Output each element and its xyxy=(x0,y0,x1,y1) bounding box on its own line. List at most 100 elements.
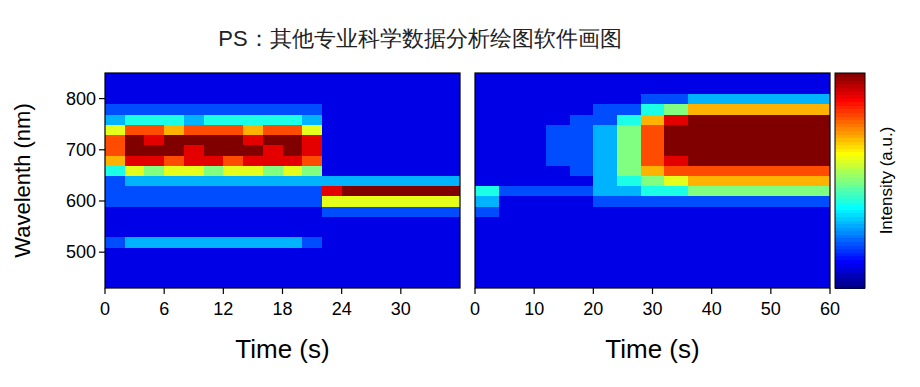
heatmap-cell xyxy=(243,114,263,125)
heatmap-cell xyxy=(322,165,342,176)
heatmap-cell xyxy=(401,257,421,268)
heatmap-cell xyxy=(361,175,381,186)
heatmap-cell xyxy=(735,278,759,288)
heatmap-cell xyxy=(322,104,342,115)
heatmap-cell xyxy=(570,216,594,227)
heatmap-cell xyxy=(546,83,570,94)
heatmap-cell xyxy=(664,175,688,186)
heatmap-cell xyxy=(499,186,523,197)
heatmap-cell xyxy=(783,247,807,258)
heatmap-cell xyxy=(144,216,164,227)
y-tick xyxy=(99,252,105,253)
heatmap-cell xyxy=(381,73,401,84)
heatmap-cell xyxy=(664,227,688,238)
heatmap-cell xyxy=(664,186,688,197)
heatmap-cell xyxy=(105,93,125,104)
heatmap-cell xyxy=(342,257,362,268)
heatmap-cell xyxy=(475,216,499,227)
heatmap-cell xyxy=(664,93,688,104)
heatmap-cell xyxy=(381,227,401,238)
heatmap-cell xyxy=(204,216,224,227)
heatmap-cell xyxy=(105,165,125,176)
heatmap-cell xyxy=(263,145,283,156)
heatmap-cell xyxy=(641,155,665,166)
heatmap-cell xyxy=(593,196,617,207)
heatmap-cell xyxy=(144,268,164,279)
heatmap-cell xyxy=(164,104,184,115)
colorbar-frame xyxy=(835,73,865,288)
heatmap-cell xyxy=(342,175,362,186)
heatmap-cell xyxy=(475,73,499,84)
heatmap-cell xyxy=(283,175,303,186)
x-tick-label: 24 xyxy=(332,299,352,319)
heatmap-cell xyxy=(664,257,688,268)
heatmap-cell xyxy=(546,216,570,227)
x-tick xyxy=(282,288,283,294)
heatmap-cell xyxy=(735,155,759,166)
heatmap-cell xyxy=(302,227,322,238)
colorbar-step xyxy=(835,181,865,185)
colorbar-step xyxy=(835,138,865,142)
heatmap-cell xyxy=(617,83,641,94)
heatmap-cell xyxy=(164,196,184,207)
heatmap-cell xyxy=(546,237,570,248)
heatmap-cell xyxy=(184,227,204,238)
heatmap-cell xyxy=(783,227,807,238)
heatmap-cell xyxy=(546,247,570,258)
heatmap-cell xyxy=(342,278,362,288)
heatmap-cell xyxy=(593,165,617,176)
heatmap-cell xyxy=(263,268,283,279)
heatmap-cell xyxy=(223,73,243,84)
heatmap-cell xyxy=(322,83,342,94)
heatmap-cell xyxy=(499,196,523,207)
heatmap-cell xyxy=(361,124,381,135)
colorbar-step xyxy=(835,102,865,106)
x-tick xyxy=(400,288,401,294)
y-axis-title: Wavelenth (nm) xyxy=(10,103,35,257)
heatmap-cell xyxy=(688,186,712,197)
heatmap-cell xyxy=(204,268,224,279)
heatmap-cell xyxy=(735,216,759,227)
heatmap-cell xyxy=(342,216,362,227)
heatmap-cell xyxy=(522,165,546,176)
x-tick-label: 18 xyxy=(272,299,292,319)
heatmap-cell xyxy=(184,268,204,279)
heatmap-cell xyxy=(105,257,125,268)
heatmap-cell xyxy=(475,237,499,248)
heatmap-cell xyxy=(735,227,759,238)
heatmap-cell xyxy=(499,165,523,176)
heatmap-cell xyxy=(546,114,570,125)
heatmap-cell xyxy=(342,124,362,135)
heatmap-cell xyxy=(499,114,523,125)
heatmap-cell xyxy=(223,216,243,227)
heatmap-cell xyxy=(223,257,243,268)
y-tick xyxy=(99,98,105,99)
colorbar-step xyxy=(835,252,865,256)
heatmap-cell xyxy=(688,237,712,248)
heatmap-cell xyxy=(499,216,523,227)
heatmap-cell xyxy=(342,73,362,84)
heatmap-cell xyxy=(440,247,460,258)
heatmap-cell xyxy=(546,227,570,238)
heatmap-cell xyxy=(421,278,441,288)
heatmap-cell xyxy=(164,247,184,258)
heatmap-cell xyxy=(184,237,204,248)
heatmap-cell xyxy=(105,114,125,125)
heatmap-cell xyxy=(381,104,401,115)
heatmap-cell xyxy=(570,155,594,166)
heatmap-cell xyxy=(263,175,283,186)
heatmap-cell xyxy=(204,134,224,145)
heatmap-cell xyxy=(223,175,243,186)
heatmap-cell xyxy=(522,216,546,227)
heatmap-cell xyxy=(522,145,546,156)
heatmap-cell xyxy=(806,104,830,115)
heatmap-cell xyxy=(475,114,499,125)
heatmap-cell xyxy=(688,206,712,217)
heatmap-cell xyxy=(243,196,263,207)
heatmap-cell xyxy=(664,73,688,84)
heatmap-cell xyxy=(302,93,322,104)
colorbar-step xyxy=(835,263,865,267)
heatmap-cell xyxy=(243,145,263,156)
heatmap-cell xyxy=(475,257,499,268)
heatmap-cell xyxy=(546,196,570,207)
